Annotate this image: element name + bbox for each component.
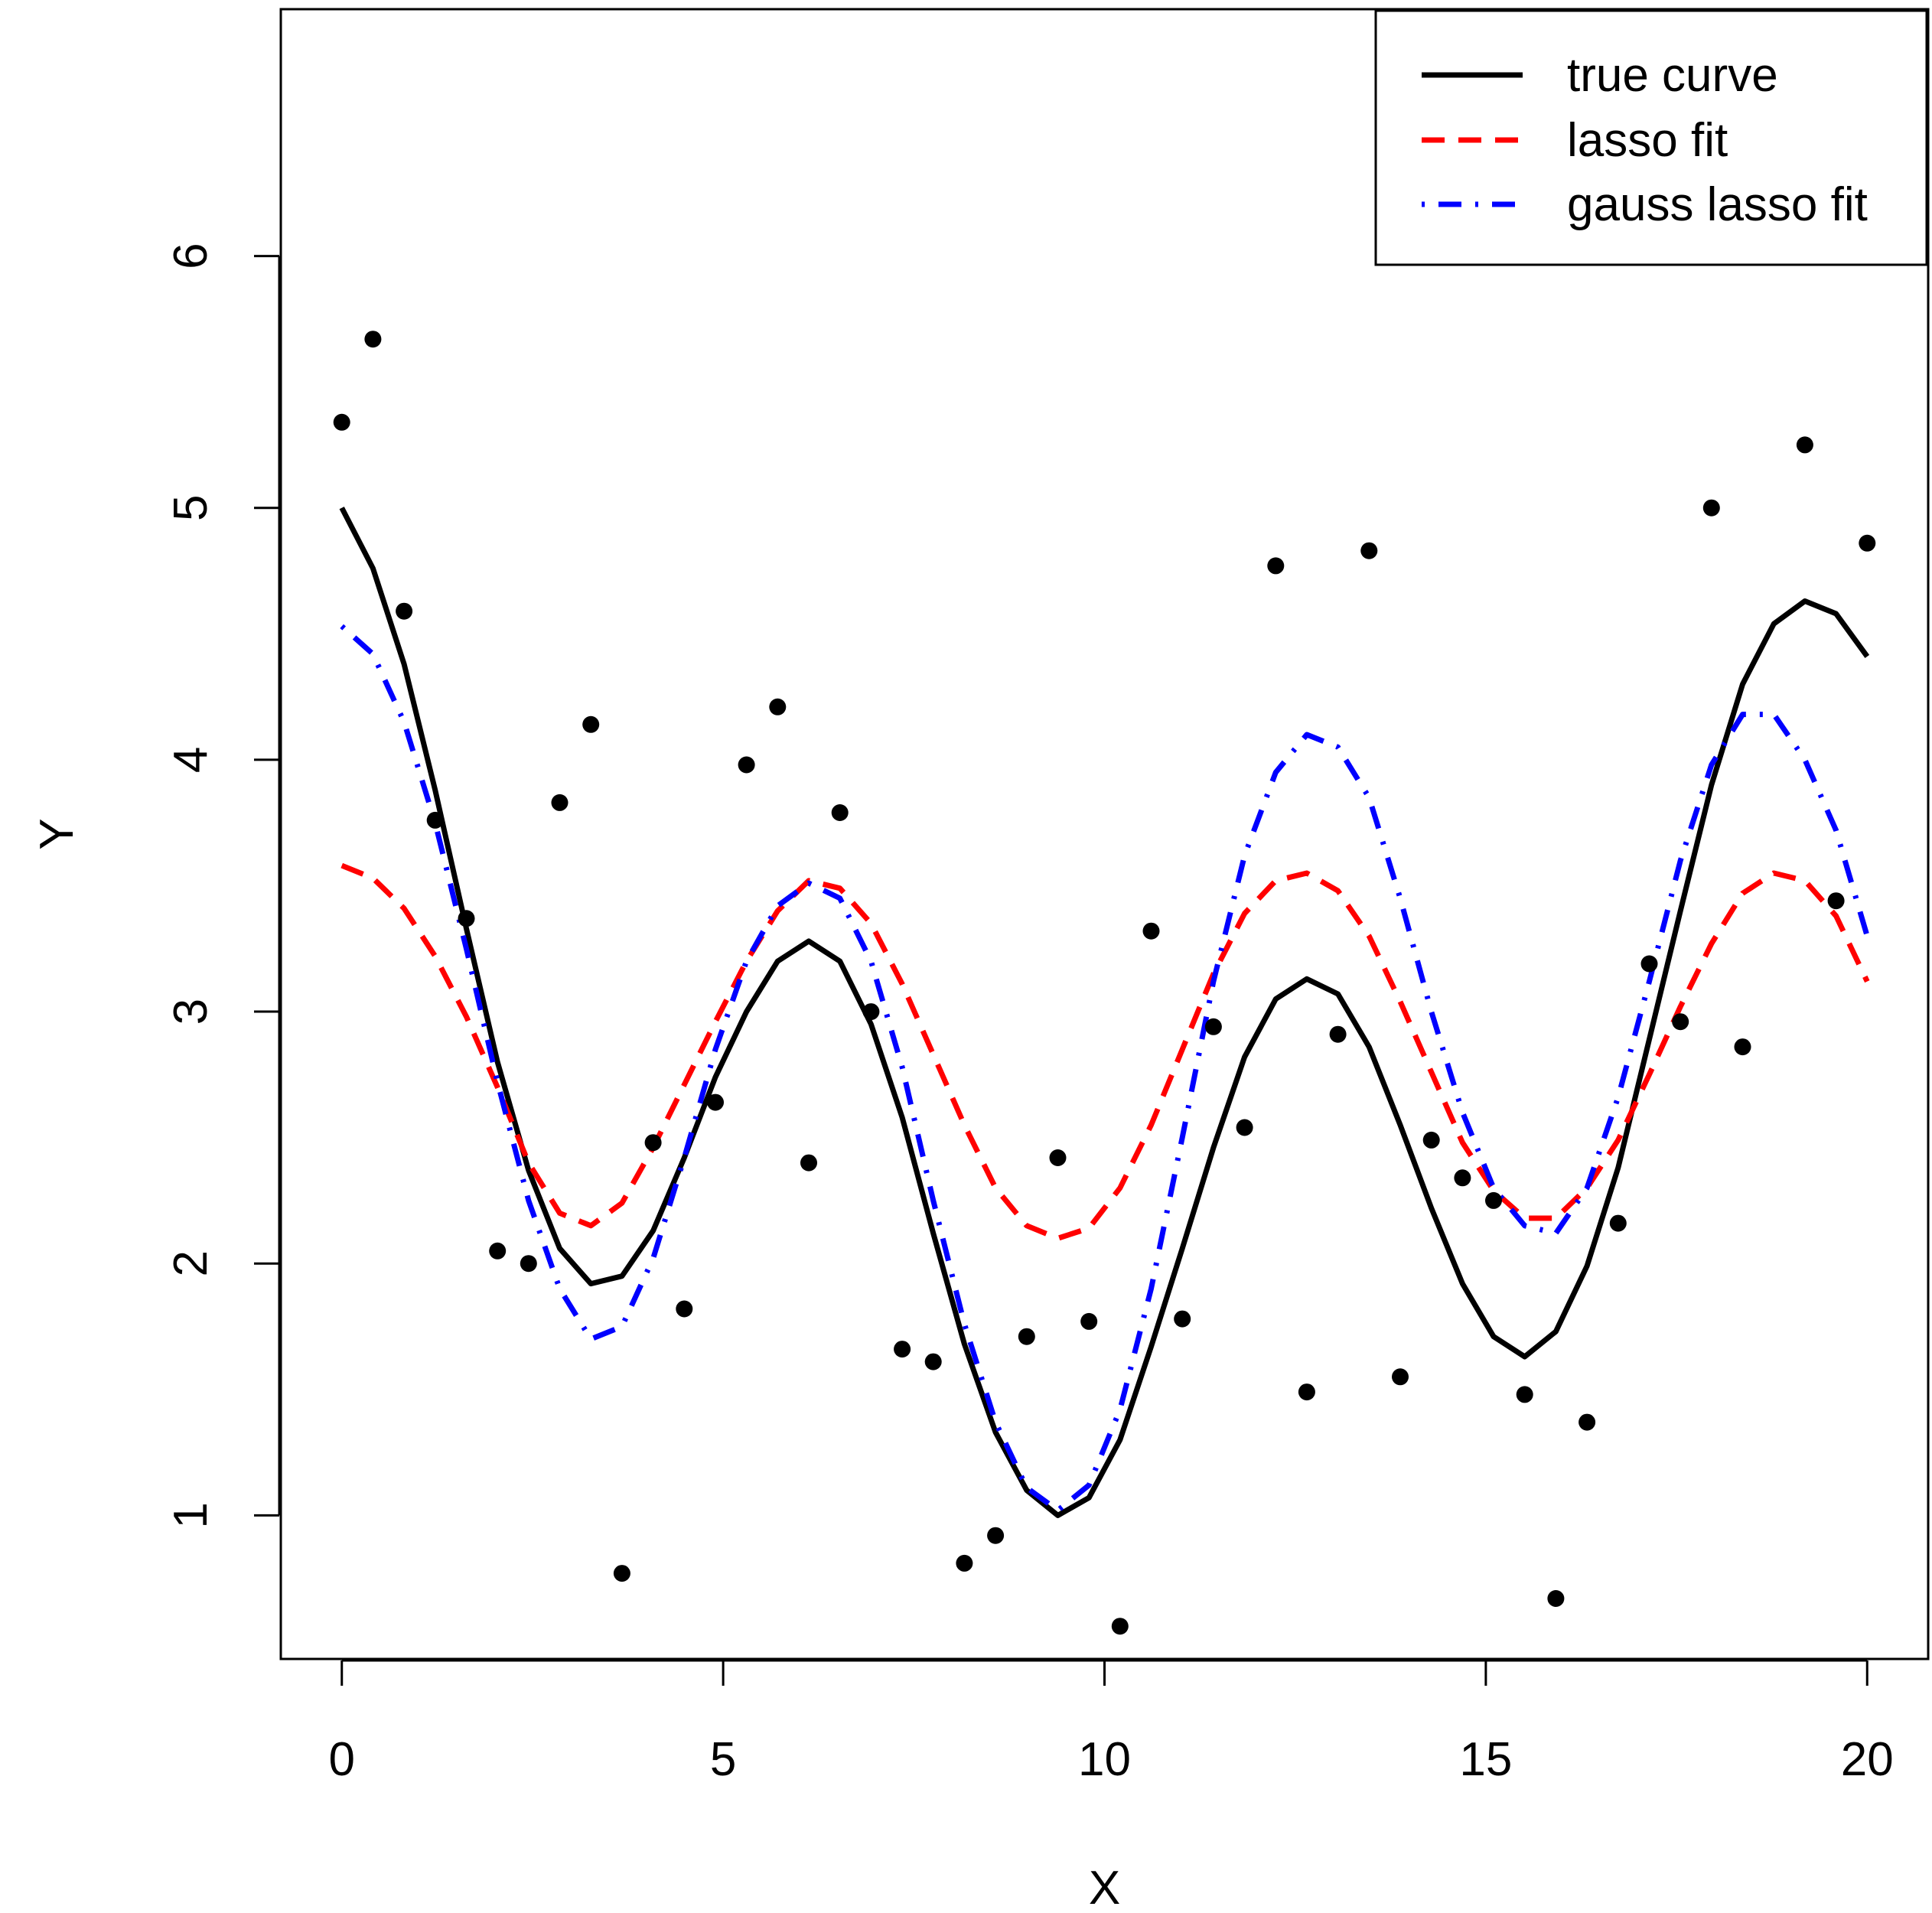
data-point [1485,1191,1502,1209]
y-tick-label: 5 [165,494,217,520]
data-point [458,910,475,927]
x-axis-label: X [1089,1862,1120,1913]
data-point [1392,1368,1409,1386]
data-point [1609,1214,1627,1232]
data-point [862,1003,880,1021]
data-point [1267,557,1285,575]
data-point [1298,1383,1315,1401]
series-line-gauss-lasso-fit [340,624,1870,1514]
data-point [1049,1149,1067,1166]
y-tick-label: 1 [165,1502,217,1528]
series-line-true-curve [339,507,1870,1518]
data-point [1236,1119,1253,1136]
data-point [1329,1025,1347,1043]
data-point [1454,1169,1471,1187]
data-point [1672,1013,1689,1031]
data-point [738,756,755,774]
data-point [489,1242,507,1260]
x-tick-label: 20 [1841,1733,1894,1786]
data-point [1859,534,1876,552]
data-point [1702,499,1720,517]
legend-label: gauss lasso fit [1567,178,1868,231]
data-point [644,1134,662,1152]
data-point [987,1527,1005,1544]
data-point [333,413,350,431]
data-point [956,1554,973,1572]
x-tick-label: 10 [1078,1733,1131,1786]
data-point [1516,1386,1533,1403]
data-point [1579,1413,1596,1431]
data-point [613,1565,630,1582]
x-tick-label: 5 [710,1733,736,1786]
data-point [676,1300,693,1318]
series-line-lasso-fit [340,862,1870,1241]
data-point [1796,436,1813,454]
plot-area [279,8,1930,1660]
data-point [396,602,413,620]
data-point [520,1255,537,1273]
data-point [800,1154,817,1172]
data-point [1827,892,1845,910]
data-point [1547,1590,1565,1607]
y-axis-label: Y [31,818,83,849]
data-point [1640,955,1658,973]
data-point [1734,1038,1751,1056]
y-tick-label: 6 [165,243,217,269]
data-point [1422,1131,1440,1149]
data-point [1204,1018,1222,1035]
data-point [1111,1618,1129,1635]
data-point [924,1353,942,1370]
scatter-points [333,86,1876,1635]
series-lines [339,507,1870,1518]
legend: true curve lasso fit gauss lasso fit [1374,9,1928,266]
legend-label: true curve [1567,49,1778,102]
plot-frame [279,8,1930,1660]
y-tick-label: 3 [165,999,217,1025]
y-tick-label: 2 [165,1250,217,1276]
data-point [1174,1310,1191,1328]
data-point [1360,542,1378,559]
y-tick-label: 4 [165,747,217,773]
data-point [1080,1312,1098,1330]
data-point [1142,922,1160,940]
data-point [894,1341,911,1358]
x-tick-label: 0 [328,1733,354,1786]
data-point [426,811,444,829]
data-point [1018,1328,1035,1345]
data-point [364,331,382,348]
legend-label: lasso fit [1567,114,1728,167]
data-point [831,804,849,821]
data-point [769,698,787,715]
axes: 0 5 10 15 20 X 1 2 3 4 5 6 Y [31,243,1894,1913]
data-point [551,794,569,811]
x-tick-label: 15 [1459,1733,1512,1786]
data-point [707,1093,724,1111]
data-point [582,715,600,733]
